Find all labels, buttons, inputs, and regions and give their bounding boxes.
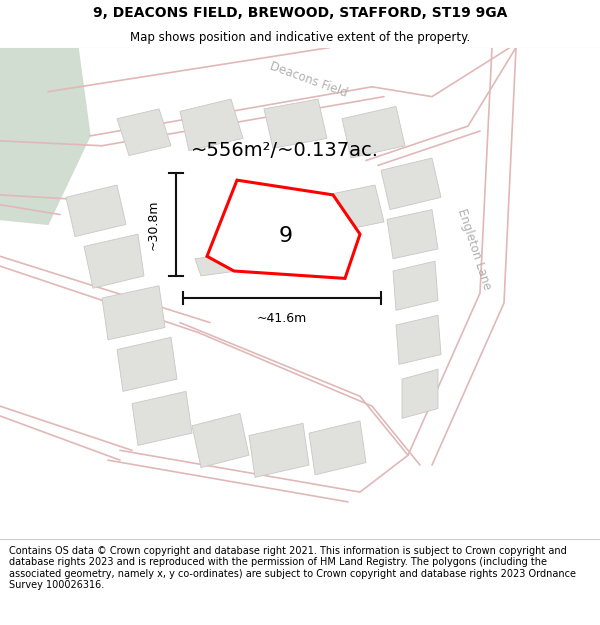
Polygon shape [207, 180, 360, 278]
Polygon shape [309, 421, 366, 475]
Polygon shape [402, 369, 438, 418]
Text: ~30.8m: ~30.8m [146, 199, 160, 249]
Text: Deacons Field: Deacons Field [268, 59, 350, 99]
Text: Engleton Lane: Engleton Lane [455, 207, 493, 291]
Polygon shape [327, 185, 384, 232]
Polygon shape [84, 234, 144, 288]
Polygon shape [264, 99, 327, 148]
Polygon shape [117, 109, 171, 156]
Polygon shape [387, 209, 438, 259]
Polygon shape [195, 254, 237, 276]
Polygon shape [192, 414, 249, 468]
Polygon shape [0, 48, 90, 224]
Polygon shape [396, 315, 441, 364]
Polygon shape [117, 338, 177, 391]
Text: Contains OS data © Crown copyright and database right 2021. This information is : Contains OS data © Crown copyright and d… [9, 546, 576, 591]
Text: ~41.6m: ~41.6m [257, 312, 307, 325]
Polygon shape [249, 423, 309, 478]
Polygon shape [66, 185, 126, 237]
Polygon shape [132, 391, 192, 446]
Text: Map shows position and indicative extent of the property.: Map shows position and indicative extent… [130, 31, 470, 44]
Polygon shape [393, 261, 438, 311]
Text: 9: 9 [279, 226, 293, 246]
Polygon shape [381, 158, 441, 209]
Polygon shape [102, 286, 165, 340]
Polygon shape [342, 106, 405, 158]
Text: ~556m²/~0.137ac.: ~556m²/~0.137ac. [191, 141, 379, 160]
Polygon shape [180, 99, 243, 151]
Text: 9, DEACONS FIELD, BREWOOD, STAFFORD, ST19 9GA: 9, DEACONS FIELD, BREWOOD, STAFFORD, ST1… [93, 6, 507, 20]
